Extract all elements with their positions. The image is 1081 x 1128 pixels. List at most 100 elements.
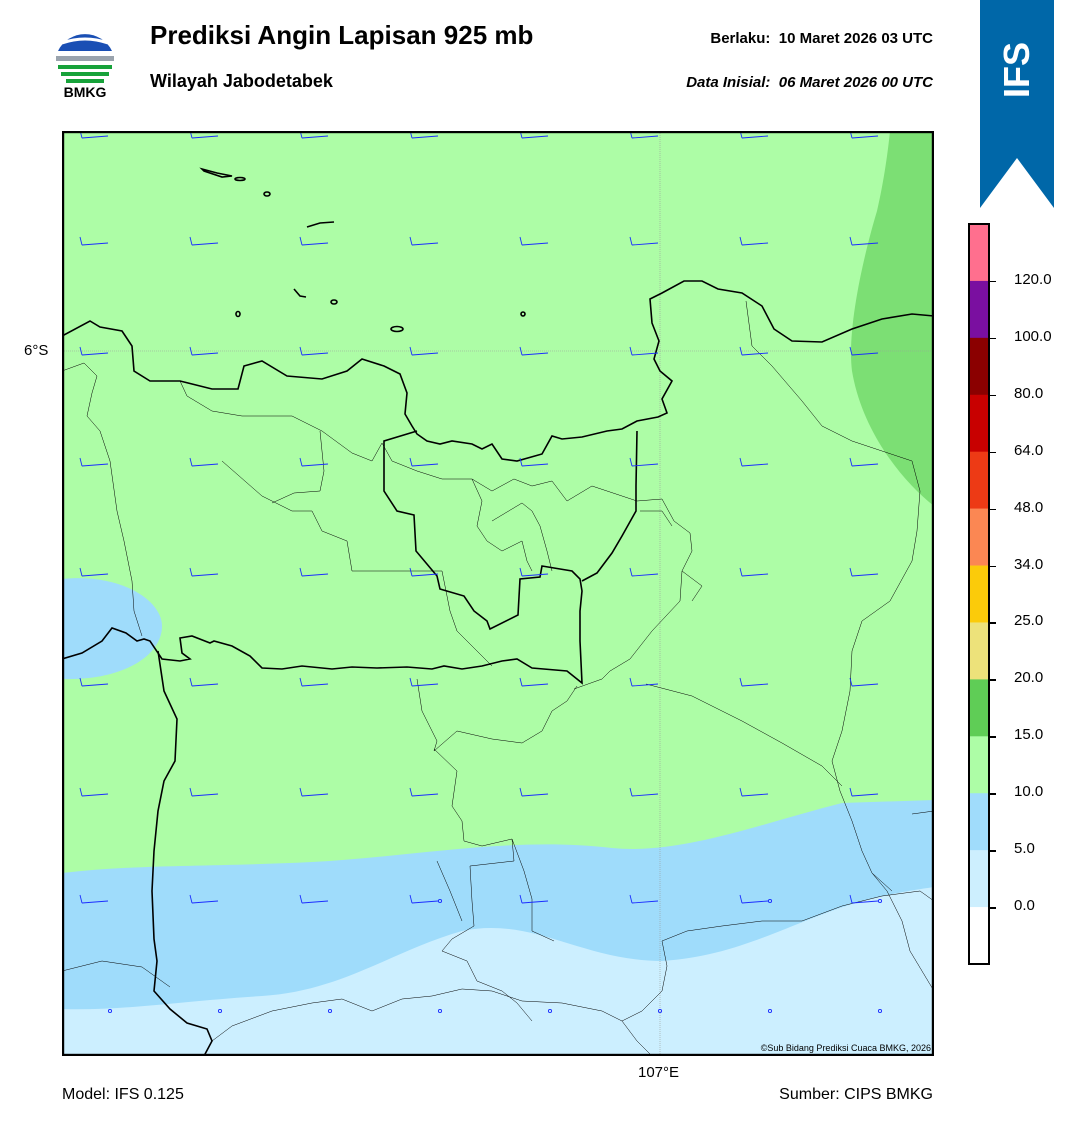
wind-barb bbox=[189, 346, 219, 356]
wind-barb bbox=[299, 236, 329, 246]
model-label: Model: IFS 0.125 bbox=[62, 1086, 184, 1103]
longitude-label: 107°E bbox=[638, 1064, 680, 1081]
colorbar-block bbox=[969, 337, 989, 396]
chart-subtitle: Wilayah Jabodetabek bbox=[150, 71, 333, 91]
island bbox=[520, 311, 526, 317]
wind-barb bbox=[519, 346, 549, 356]
colorbar-tick bbox=[990, 850, 996, 852]
colorbar-tick-label: 120.0 bbox=[1014, 270, 1052, 288]
wind-barb bbox=[629, 567, 659, 577]
wind-barb bbox=[739, 567, 769, 577]
calm-marker bbox=[657, 1008, 663, 1014]
colorbar-block bbox=[969, 850, 989, 908]
wind-barb bbox=[629, 236, 659, 246]
colorbar-block bbox=[969, 736, 989, 794]
colorbar-tick-label: 100.0 bbox=[1014, 327, 1052, 345]
colorbar-tick-label: 10.0 bbox=[1014, 783, 1044, 801]
colorbar-block bbox=[969, 907, 989, 965]
wind-barb bbox=[739, 677, 769, 687]
bmkg-logo bbox=[55, 30, 115, 90]
colorbar-block bbox=[969, 394, 989, 452]
colorbar-block bbox=[969, 280, 989, 339]
wind-barb bbox=[189, 894, 219, 904]
colorbar-block bbox=[969, 508, 989, 566]
wind-barb bbox=[739, 346, 769, 356]
wind-barb bbox=[629, 894, 659, 904]
province-boundary bbox=[62, 430, 583, 685]
calm-marker bbox=[327, 1008, 333, 1014]
province-boundary bbox=[151, 650, 213, 1056]
colorbar-tick-label: 25.0 bbox=[1014, 612, 1044, 630]
colorbar-tick bbox=[990, 337, 996, 340]
wind-barb bbox=[79, 457, 109, 467]
latitude-label: 6°S bbox=[24, 342, 49, 359]
island bbox=[234, 176, 246, 182]
wind-barb bbox=[409, 457, 439, 467]
colorbar bbox=[968, 223, 990, 965]
colorbar-tick-label: 5.0 bbox=[1014, 840, 1035, 858]
zone-0-5 bbox=[62, 887, 934, 1056]
wind-barb bbox=[299, 346, 329, 356]
calm-marker bbox=[437, 898, 443, 904]
calm-marker bbox=[217, 1008, 223, 1014]
calm-marker bbox=[547, 1008, 553, 1014]
wind-barb bbox=[849, 567, 879, 577]
wind-barb bbox=[739, 457, 769, 467]
wind-barb bbox=[79, 677, 109, 687]
calm-marker bbox=[877, 1008, 883, 1014]
colorbar-tick bbox=[990, 565, 996, 568]
colorbar-block bbox=[969, 793, 989, 851]
province-boundary bbox=[581, 430, 638, 582]
wind-barb bbox=[79, 346, 109, 356]
wind-barb bbox=[629, 457, 659, 467]
colorbar-block bbox=[969, 451, 989, 509]
wind-barb bbox=[409, 346, 439, 356]
colorbar-tick-label: 80.0 bbox=[1014, 384, 1044, 402]
colorbar-tick-label: 15.0 bbox=[1014, 726, 1044, 744]
colorbar-block bbox=[969, 622, 989, 680]
wind-barbs bbox=[79, 131, 883, 1014]
colorbar-tick bbox=[990, 280, 996, 283]
wind-barb bbox=[189, 236, 219, 246]
wind-barb bbox=[739, 787, 769, 797]
island bbox=[306, 221, 335, 228]
wind-barb bbox=[849, 346, 879, 356]
wind-barb bbox=[409, 236, 439, 246]
colorbar-block bbox=[969, 565, 989, 623]
colorbar-tick-label: 0.0 bbox=[1014, 897, 1035, 915]
init-value: 06 Maret 2026 00 UTC bbox=[778, 74, 933, 91]
colorbar-block bbox=[969, 224, 989, 282]
colorbar-tick-label: 48.0 bbox=[1014, 498, 1044, 516]
wind-barb bbox=[519, 787, 549, 797]
colorbar-tick-label: 20.0 bbox=[1014, 669, 1044, 687]
wind-barb bbox=[519, 236, 549, 246]
wind-barb bbox=[629, 346, 659, 356]
wind-barb bbox=[79, 567, 109, 577]
wind-barb bbox=[629, 787, 659, 797]
island bbox=[390, 325, 404, 333]
island bbox=[235, 310, 241, 318]
valid-time: Berlaku: 10 Maret 2026 03 UTC bbox=[710, 30, 933, 47]
wind-barb bbox=[409, 677, 439, 687]
credit-text: ©Sub Bidang Prediksi Cuaca BMKG, 2026 bbox=[760, 1043, 931, 1053]
wind-barb bbox=[409, 567, 439, 577]
wind-barb bbox=[409, 787, 439, 797]
valid-label: Berlaku: bbox=[710, 30, 771, 47]
wind-barb bbox=[79, 894, 109, 904]
calm-marker bbox=[437, 1008, 443, 1014]
chart-title: Prediksi Angin Lapisan 925 mb bbox=[150, 20, 534, 50]
colorbar-block bbox=[969, 679, 989, 737]
wind-barb bbox=[189, 567, 219, 577]
wind-barb bbox=[849, 894, 879, 904]
ifs-label: IFS bbox=[996, 42, 1037, 99]
init-time: Data Inisial: 06 Maret 2026 00 UTC bbox=[686, 74, 933, 91]
logo-text: BMKG bbox=[63, 84, 107, 100]
wind-barb bbox=[79, 787, 109, 797]
colorbar-tick bbox=[990, 394, 996, 397]
wind-map bbox=[62, 131, 934, 1056]
colorbar-tick bbox=[990, 622, 996, 624]
wind-barb bbox=[519, 894, 549, 904]
wind-barb bbox=[299, 677, 329, 687]
island bbox=[199, 167, 233, 178]
colorbar-tick bbox=[990, 793, 996, 795]
